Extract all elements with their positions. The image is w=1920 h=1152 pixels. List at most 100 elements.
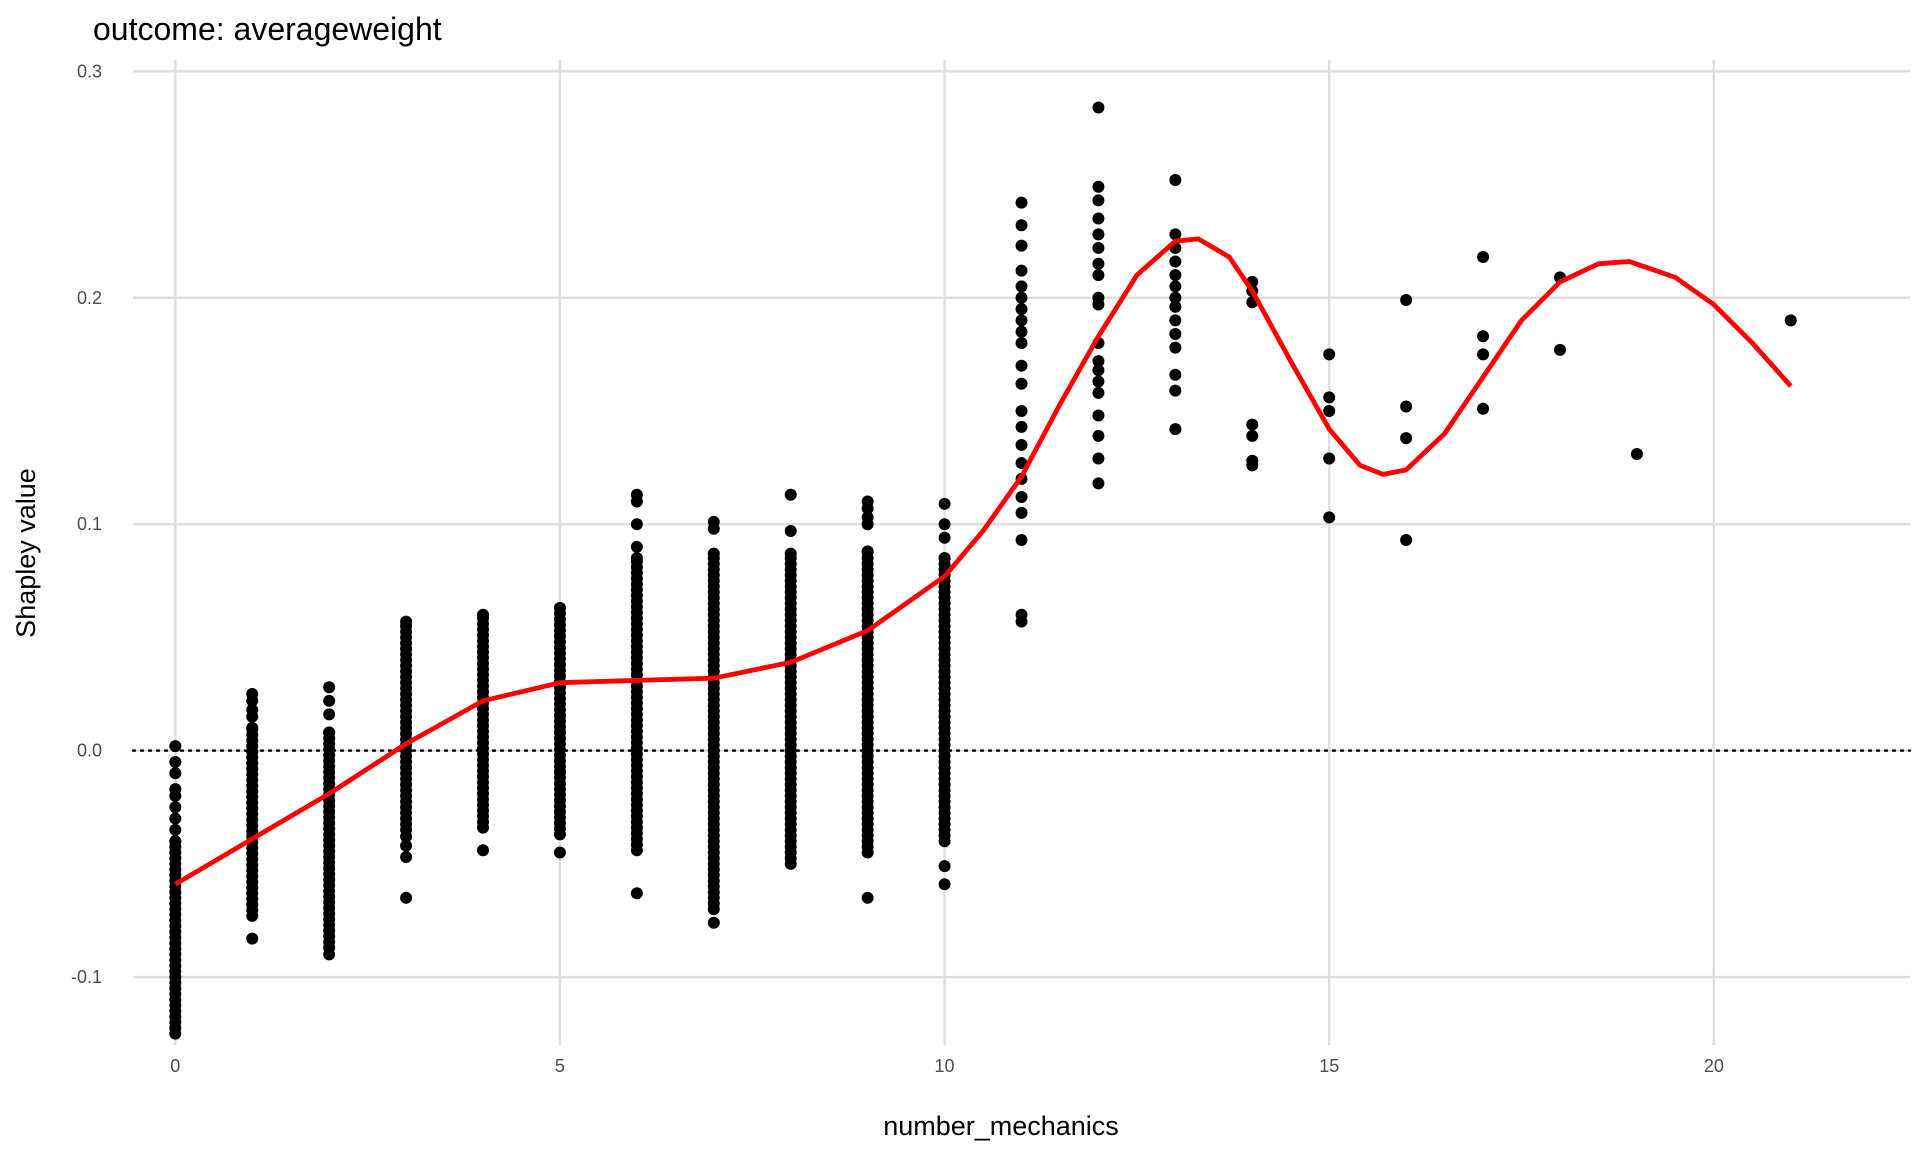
data-point: [1015, 534, 1028, 547]
data-point: [1015, 420, 1028, 433]
data-point: [1169, 174, 1182, 187]
data-point: [1246, 459, 1259, 472]
data-point: [400, 851, 413, 864]
data-point: [1015, 219, 1028, 232]
data-point: [1169, 327, 1182, 340]
data-point: [1323, 452, 1336, 465]
y-tick-label: 0.2: [77, 288, 102, 308]
data-point: [477, 608, 490, 621]
data-point: [1015, 615, 1028, 628]
data-point: [938, 518, 951, 531]
data-point: [1092, 355, 1105, 368]
data-point: [1092, 180, 1105, 193]
y-tick-label: 0.0: [77, 741, 102, 761]
data-point: [707, 522, 720, 535]
chart-title: outcome: averageweight: [93, 11, 442, 47]
data-point: [400, 839, 413, 852]
x-tick-label: 15: [1319, 1056, 1339, 1076]
data-point: [1169, 269, 1182, 282]
x-tick-label: 20: [1704, 1056, 1724, 1076]
data-point: [1015, 404, 1028, 417]
data-point: [553, 601, 566, 614]
data-point: [1477, 330, 1490, 343]
data-point: [784, 547, 797, 560]
data-point: [1015, 291, 1028, 304]
data-point: [1092, 269, 1105, 282]
data-point: [400, 891, 413, 904]
data-point: [1323, 511, 1336, 524]
data-point: [323, 681, 336, 694]
data-point: [1015, 438, 1028, 451]
data-point: [246, 710, 259, 723]
data-point: [246, 932, 259, 945]
data-point: [169, 823, 182, 836]
data-point: [1015, 303, 1028, 316]
y-tick-label: -0.1: [71, 967, 102, 987]
data-point: [938, 531, 951, 544]
data-point: [1169, 368, 1182, 381]
data-point: [1092, 409, 1105, 422]
data-point: [169, 789, 182, 802]
data-point: [1015, 264, 1028, 277]
data-point: [1400, 534, 1413, 547]
data-point: [1323, 404, 1336, 417]
data-point: [1092, 101, 1105, 114]
data-point: [938, 860, 951, 873]
data-point: [861, 518, 874, 531]
y-axis-title: Shapley value: [11, 468, 41, 638]
data-point: [1092, 228, 1105, 241]
data-point: [1630, 448, 1643, 460]
y-tick-label: 0.3: [77, 61, 102, 81]
tick-labels: -0.1 0.0 0.1 0.2 0.3 0 5 10 15 20: [71, 61, 1724, 1076]
data-point: [630, 518, 643, 531]
data-point: [784, 488, 797, 501]
data-point: [1015, 377, 1028, 390]
data-point: [1477, 251, 1490, 263]
data-point: [1015, 359, 1028, 372]
data-point: [630, 540, 643, 553]
data-point: [1092, 452, 1105, 465]
data-point: [1015, 325, 1028, 338]
data-point: [630, 552, 643, 565]
data-point: [1015, 280, 1028, 293]
data-point: [246, 721, 259, 734]
data-point: [1092, 194, 1105, 207]
data-point: [630, 495, 643, 508]
data-point: [938, 497, 951, 510]
data-point: [323, 726, 336, 739]
data-point: [1169, 314, 1182, 327]
data-point: [1477, 348, 1490, 361]
data-point: [1246, 429, 1259, 442]
data-point: [1015, 314, 1028, 327]
data-point: [323, 694, 336, 707]
data-point: [1015, 196, 1028, 209]
data-point: [630, 887, 643, 900]
data-point: [1323, 348, 1336, 361]
data-point: [169, 801, 182, 814]
data-point: [553, 846, 566, 859]
y-tick-label: 0.1: [77, 514, 102, 534]
data-point: [1092, 298, 1105, 311]
data-point: [400, 615, 413, 628]
data-point: [784, 524, 797, 537]
data-point: [323, 948, 336, 961]
data-point: [1169, 280, 1182, 293]
data-point: [169, 767, 182, 780]
smooth-line: [174, 236, 1793, 887]
data-point: [1323, 391, 1336, 404]
data-point: [323, 708, 336, 721]
data-point: [400, 830, 413, 843]
data-point: [1246, 418, 1259, 431]
data-point: [1092, 364, 1105, 377]
data-point: [1169, 423, 1182, 436]
data-point: [1092, 241, 1105, 254]
x-tick-label: 5: [555, 1056, 565, 1076]
data-point: [861, 545, 874, 558]
data-points: [169, 101, 1797, 1040]
data-point: [707, 547, 720, 560]
x-axis-title: number_mechanics: [883, 1111, 1119, 1141]
x-tick-label: 0: [170, 1056, 180, 1076]
